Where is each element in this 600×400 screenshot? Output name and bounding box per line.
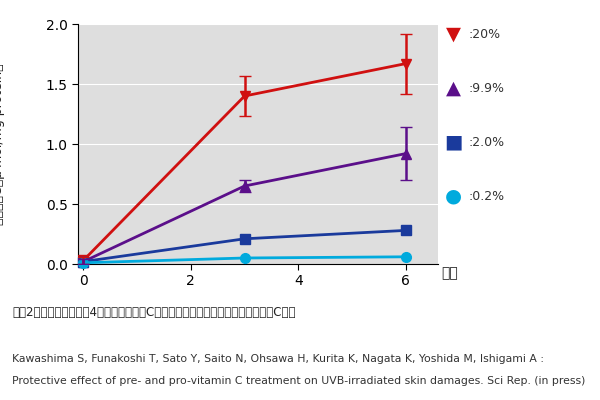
Text: :20%: :20% — [468, 28, 500, 40]
Text: 《囲2》ヒト培養表皮に4段階のビタミンC濃度塗布後の表皮に存在するビタミンC濃度: 《囲2》ヒト培養表皮に4段階のビタミンC濃度塗布後の表皮に存在するビタミンC濃度 — [12, 306, 296, 319]
Text: :0.2%: :0.2% — [468, 190, 504, 202]
Text: :9.9%: :9.9% — [468, 82, 504, 94]
Text: 時間: 時間 — [441, 266, 458, 280]
Text: ビタミンC（μ mol/mg protein）: ビタミンC（μ mol/mg protein） — [0, 63, 5, 225]
Text: ▲: ▲ — [445, 78, 461, 98]
Text: ■: ■ — [444, 132, 462, 152]
Text: :2.0%: :2.0% — [468, 136, 504, 148]
Text: Protective effect of pre- and pro-vitamin C treatment on UVB-irradiated skin dam: Protective effect of pre- and pro-vitami… — [12, 376, 586, 386]
Text: Kawashima S, Funakoshi T, Sato Y, Saito N, Ohsawa H, Kurita K, Nagata K, Yoshida: Kawashima S, Funakoshi T, Sato Y, Saito … — [12, 354, 544, 364]
Text: ●: ● — [445, 186, 461, 206]
Text: ▼: ▼ — [445, 24, 461, 44]
